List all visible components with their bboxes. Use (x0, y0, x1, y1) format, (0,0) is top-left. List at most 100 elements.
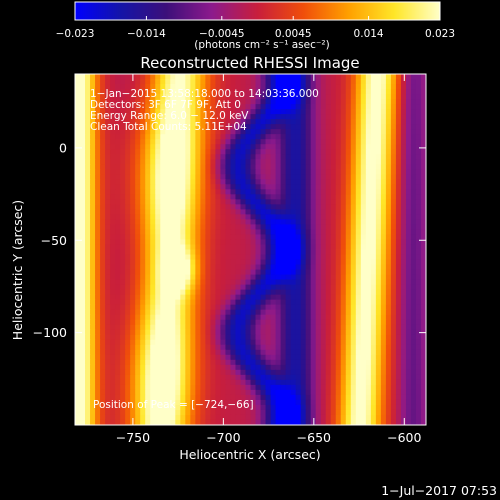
heatmap-cell (410, 414, 417, 421)
heatmap-cell (285, 254, 292, 261)
heatmap-cell (390, 209, 397, 215)
heatmap-cell (115, 219, 121, 226)
heatmap-cell (175, 79, 181, 85)
heatmap-cell (190, 244, 196, 251)
heatmap-cell (230, 324, 237, 331)
heatmap-cell (245, 149, 252, 155)
heatmap-cell (165, 374, 171, 381)
heatmap-cell (80, 169, 86, 175)
heatmap-cell (410, 224, 417, 231)
heatmap-cell (120, 254, 126, 261)
heatmap-cell (320, 249, 327, 256)
heatmap-cell (155, 389, 161, 396)
heatmap-cell (300, 274, 307, 281)
heatmap-cell (365, 259, 372, 266)
heatmap-cell (115, 394, 121, 401)
heatmap-cell (290, 239, 297, 246)
heatmap-cell (290, 144, 297, 150)
heatmap-cell (115, 309, 121, 316)
heatmap-cell (420, 369, 426, 376)
heatmap-cell (275, 269, 282, 276)
heatmap-cell (375, 109, 382, 115)
heatmap-cell (230, 104, 237, 110)
heatmap-cell (255, 149, 262, 155)
heatmap-cell (405, 159, 412, 165)
heatmap-cell (340, 334, 347, 341)
heatmap-cell (385, 319, 392, 326)
heatmap-cell (165, 164, 171, 170)
heatmap-cell (295, 144, 302, 150)
heatmap-cell (180, 369, 186, 376)
heatmap-cell (140, 394, 146, 401)
heatmap-cell (410, 279, 417, 286)
heatmap-cell (400, 234, 407, 241)
heatmap-cell (205, 164, 211, 170)
heatmap-cell (120, 229, 126, 236)
heatmap-cell (130, 129, 136, 135)
heatmap-cell (190, 84, 196, 90)
heatmap-cell (150, 324, 156, 331)
heatmap-cell (290, 299, 297, 306)
heatmap-cell (125, 419, 131, 425)
heatmap-cell (340, 94, 347, 100)
heatmap-cell (255, 359, 262, 366)
heatmap-cell (95, 379, 101, 386)
heatmap-cell (95, 259, 101, 266)
heatmap-cell (380, 219, 387, 226)
heatmap-cell (350, 284, 357, 291)
heatmap-cell (165, 159, 171, 165)
heatmap-cell (420, 279, 426, 286)
heatmap-cell (240, 419, 247, 425)
heatmap-cell (275, 394, 282, 401)
heatmap-cell (105, 139, 111, 145)
heatmap-cell (190, 339, 196, 346)
heatmap-cell (295, 354, 302, 361)
heatmap-cell (370, 159, 377, 165)
heatmap-cell (80, 284, 86, 291)
heatmap-cell (405, 164, 412, 170)
heatmap-cell (180, 419, 186, 425)
heatmap-cell (345, 249, 352, 256)
heatmap-cell (325, 179, 332, 185)
heatmap-cell (350, 304, 357, 311)
heatmap-cell (135, 224, 141, 231)
heatmap-cell (190, 354, 196, 361)
heatmap-cell (105, 104, 111, 110)
heatmap-cell (420, 319, 426, 326)
heatmap-cell (400, 114, 407, 120)
heatmap-cell (155, 294, 161, 301)
heatmap-cell (175, 139, 181, 145)
heatmap-cell (170, 199, 176, 205)
heatmap-cell (145, 84, 151, 90)
heatmap-cell (220, 389, 227, 396)
heatmap-cell (180, 374, 186, 381)
heatmap-cell (85, 404, 91, 411)
heatmap-cell (185, 79, 191, 85)
heatmap-cell (165, 94, 171, 100)
heatmap-cell (195, 249, 201, 256)
heatmap-cell (370, 294, 377, 301)
heatmap-cell (400, 344, 407, 351)
heatmap-cell (340, 264, 347, 271)
heatmap-cell (385, 269, 392, 276)
heatmap-cell (340, 379, 347, 386)
heatmap-cell (385, 324, 392, 331)
heatmap-cell (355, 289, 362, 296)
heatmap-cell (130, 384, 136, 391)
heatmap-cell (330, 164, 337, 170)
heatmap-cell (320, 174, 327, 180)
heatmap-cell (90, 299, 96, 306)
heatmap-cell (85, 389, 91, 396)
heatmap-cell (120, 404, 126, 411)
heatmap-cell (170, 184, 176, 190)
heatmap-cell (305, 89, 312, 95)
heatmap-cell (220, 219, 227, 226)
heatmap-cell (215, 389, 222, 396)
heatmap-cell (200, 204, 206, 210)
heatmap-cell (290, 89, 297, 95)
heatmap-cell (395, 339, 402, 346)
heatmap-cell (95, 169, 101, 175)
heatmap-cell (115, 314, 121, 321)
heatmap-cell (275, 214, 282, 221)
heatmap-cell (210, 199, 216, 205)
